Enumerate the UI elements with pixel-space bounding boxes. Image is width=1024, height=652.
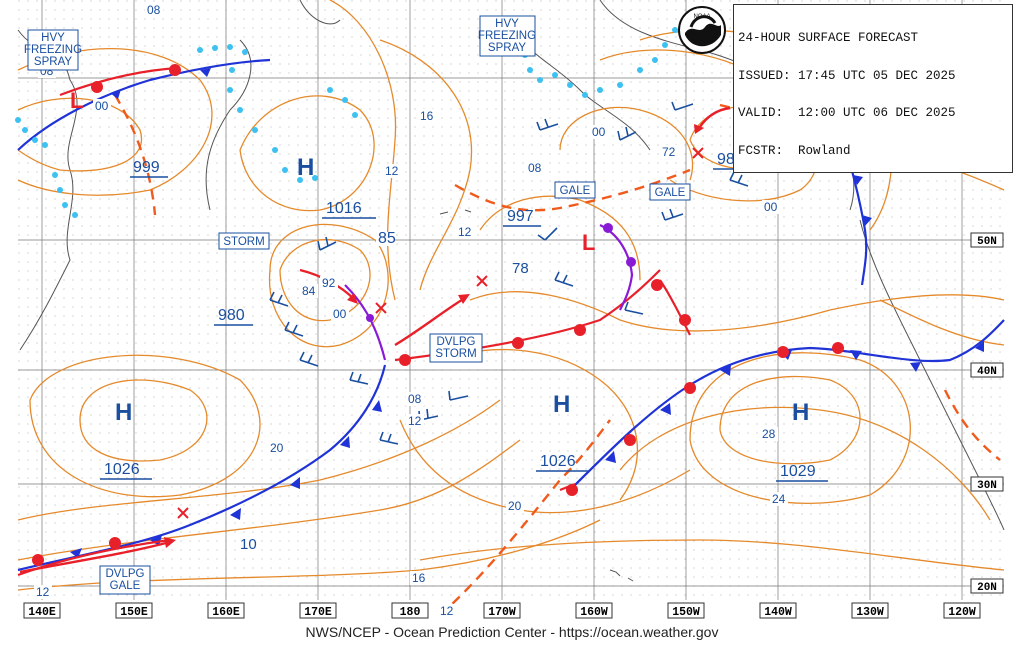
svg-text:H: H xyxy=(115,399,132,426)
isobar-label: 12 xyxy=(440,604,454,618)
low-value-997: 997 xyxy=(507,208,534,225)
longitude-label: 120W xyxy=(948,606,976,619)
isobar-label: 20 xyxy=(508,499,522,513)
noaa-logo-icon: NOAA xyxy=(677,5,727,55)
svg-text:STORM: STORM xyxy=(223,236,264,248)
lat-lon-grid xyxy=(18,0,1004,600)
longitude-label: 180 xyxy=(400,606,421,619)
svg-text:H: H xyxy=(553,391,570,418)
pressure-centers: H H H H L L L xyxy=(70,88,809,426)
isobar-label: 85 xyxy=(378,230,396,247)
latitude-label: 50N xyxy=(977,236,997,248)
longitude-labels: 140E 150E 160E 170E 180 170W 160W 150W 140W 130W 1… xyxy=(23,602,981,619)
wind-barbs xyxy=(269,101,749,445)
low-value-999: 999 xyxy=(133,159,160,176)
center-values: 1016 1026 1026 1029 999 980 997 980 xyxy=(104,151,816,480)
isobar-label: 16 xyxy=(412,571,426,585)
low-value-980-west: 980 xyxy=(218,307,245,324)
high-value-1026-central: 1026 xyxy=(540,453,576,470)
isobar-label: 24 xyxy=(772,492,786,506)
svg-text:SPRAY: SPRAY xyxy=(488,42,526,54)
isobar-label: 72 xyxy=(662,145,676,159)
footer-credit: NWS/NCEP - Ocean Prediction Center - htt… xyxy=(305,624,719,640)
longitude-label: 150E xyxy=(120,606,148,619)
latitude-label: 20N xyxy=(977,582,997,594)
isobar-label: 08 xyxy=(147,3,161,17)
header-forecaster: FCSTR: Rowland xyxy=(738,143,851,158)
header-issued: ISSUED: 17:45 UTC 05 DEC 2025 xyxy=(738,68,956,83)
longitude-label: 170E xyxy=(304,606,332,619)
longitude-label: 170W xyxy=(488,606,516,619)
svg-text:NOAA: NOAA xyxy=(693,14,710,20)
isobar-label: 08 xyxy=(408,392,422,406)
freezing-spray-areas xyxy=(15,27,678,218)
svg-text:FREEZING: FREEZING xyxy=(478,30,536,42)
header-valid: VALID: 12:00 UTC 06 DEC 2025 xyxy=(738,106,956,120)
high-value-1029: 1029 xyxy=(780,463,816,480)
isobar-label: 08 xyxy=(528,161,542,175)
longitude-label: 150W xyxy=(672,606,700,619)
cold-front-pips xyxy=(70,68,984,558)
svg-text:GALE: GALE xyxy=(655,187,686,199)
low-x-markers xyxy=(177,147,704,519)
isobar-labels: 0816128592840012780812201012201612728092… xyxy=(34,3,802,618)
isobar-label: 12 xyxy=(385,164,399,178)
svg-text:DVLPG: DVLPG xyxy=(106,568,145,580)
svg-text:GALE: GALE xyxy=(110,580,141,592)
warning-boxes: HVY FREEZING SPRAY HVY FREEZING SPRAY ST… xyxy=(24,15,691,595)
isobar-label: 00 xyxy=(592,125,606,139)
latitude-label: 30N xyxy=(977,480,997,492)
isobar-label: 00 xyxy=(333,307,347,321)
svg-text:HVY: HVY xyxy=(495,18,519,30)
svg-text:L: L xyxy=(70,88,83,113)
svg-text:STORM: STORM xyxy=(435,348,476,360)
svg-text:SPRAY: SPRAY xyxy=(34,56,72,68)
isobar-label: 10 xyxy=(240,536,257,553)
high-value-1026-west: 1026 xyxy=(104,461,140,478)
isobar-label: 12 xyxy=(408,414,422,428)
motion-arrowheads xyxy=(164,124,704,548)
longitude-label: 160E xyxy=(212,606,240,619)
isobar-label: 16 xyxy=(420,109,434,123)
forecast-header: 24-HOUR SURFACE FORECAST ISSUED: 17:45 U… xyxy=(733,4,1013,173)
longitude-label: 140W xyxy=(764,606,792,619)
isobar-label: 12 xyxy=(36,585,50,599)
high-value-1016: 1016 xyxy=(326,200,362,217)
longitude-label: 140E xyxy=(28,606,56,619)
longitude-label: 160W xyxy=(580,606,608,619)
svg-text:HVY: HVY xyxy=(41,32,65,44)
isobar-label: 92 xyxy=(322,276,336,290)
svg-text:FREEZING: FREEZING xyxy=(24,44,82,56)
isobar-label: 28 xyxy=(762,427,776,441)
latitude-label: 40N xyxy=(977,366,997,378)
warm-front-bumps xyxy=(32,64,844,566)
isobar-label: 00 xyxy=(764,200,778,214)
header-title: 24-HOUR SURFACE FORECAST xyxy=(738,31,919,45)
svg-text:L: L xyxy=(582,230,595,255)
svg-text:H: H xyxy=(297,154,314,181)
isobar-label: 12 xyxy=(458,225,472,239)
isobar-label: 78 xyxy=(512,260,529,277)
isobar-label: 84 xyxy=(302,284,316,298)
svg-text:H: H xyxy=(792,399,809,426)
longitude-label: 130W xyxy=(856,606,884,619)
isobar-label: 00 xyxy=(95,99,109,113)
svg-text:DVLPG: DVLPG xyxy=(437,336,476,348)
center-underlines xyxy=(100,168,828,482)
svg-text:GALE: GALE xyxy=(560,185,591,197)
isobar-label: 20 xyxy=(270,441,284,455)
